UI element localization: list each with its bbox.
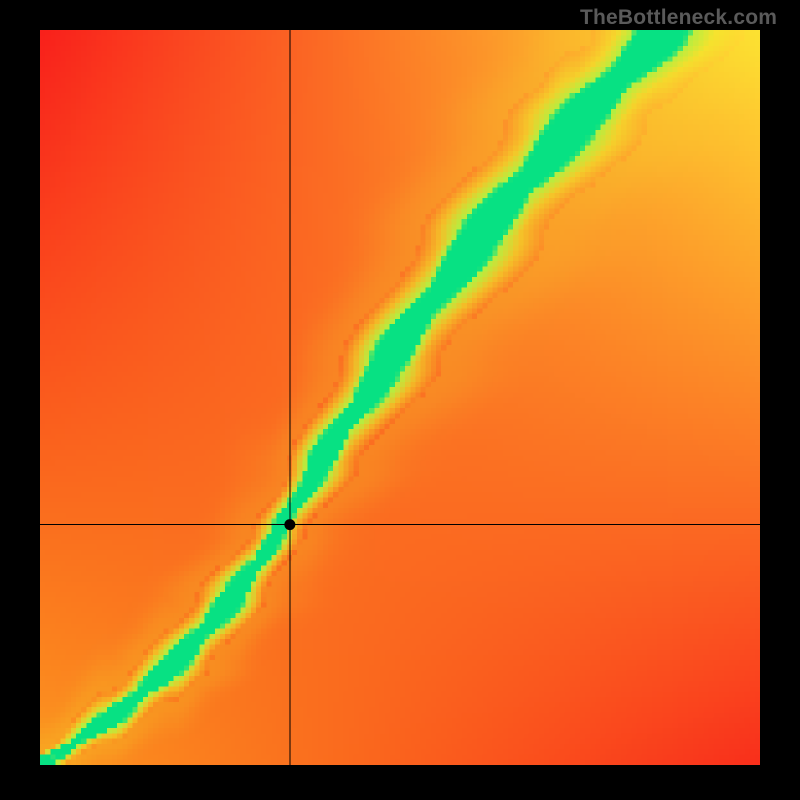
chart-container: TheBottleneck.com bbox=[0, 0, 800, 800]
bottleneck-heatmap bbox=[40, 30, 760, 765]
watermark-text: TheBottleneck.com bbox=[580, 6, 777, 30]
